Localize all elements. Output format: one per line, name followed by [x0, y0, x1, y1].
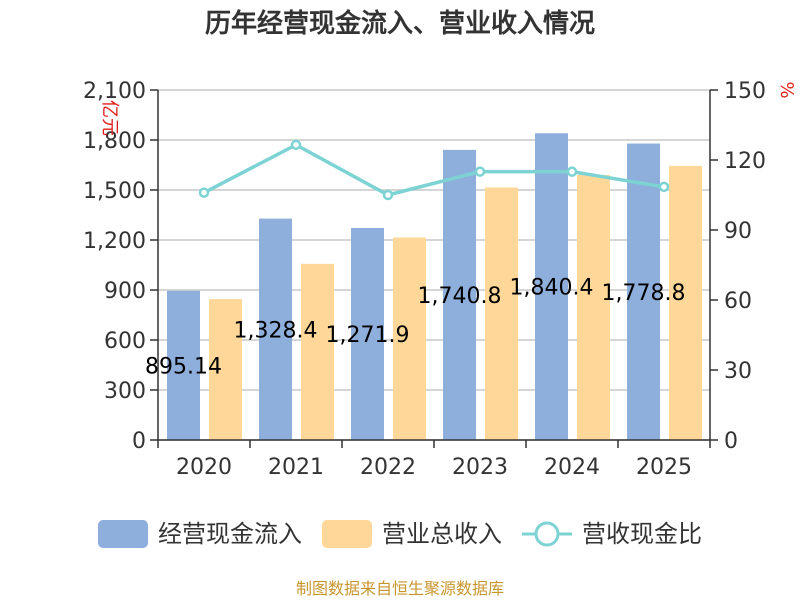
y-right-tick-label: 150: [724, 79, 766, 104]
bar-revenue: [301, 263, 334, 440]
bar-cash-inflow: [259, 218, 292, 440]
data-label: 1,778.8: [602, 281, 686, 306]
legend-label-ratio: 营收现金比: [582, 520, 702, 548]
bar-revenue: [393, 237, 426, 440]
bar-revenue: [577, 175, 610, 440]
y-right-tick-label: 120: [724, 149, 766, 174]
bar-cash-inflow: [627, 143, 660, 441]
line-series: [198, 139, 670, 201]
y-left-tick-label: 900: [104, 279, 146, 304]
y-left-tick-label: 600: [104, 329, 146, 354]
data-label: 895.14: [145, 354, 222, 379]
legend-label-cash-inflow: 经营现金流入: [158, 520, 302, 548]
data-label: 1,328.4: [234, 318, 318, 343]
y-right-tick-label: 90: [724, 219, 752, 244]
y-left-tick-label: 0: [132, 429, 146, 454]
data-label: 1,271.9: [326, 323, 410, 348]
line-ratio: [203, 142, 665, 197]
y-left-tick-label: 1,800: [83, 129, 146, 154]
x-tick-label: 2021: [268, 455, 324, 480]
line-point: [198, 187, 210, 198]
bar-revenue: [485, 187, 518, 440]
bar-revenue: [209, 299, 242, 440]
legend: 经营现金流入 营业总收入 营收现金比: [98, 520, 702, 548]
legend-swatch-revenue: [322, 520, 372, 548]
y-right-tick-label: 0: [724, 429, 738, 454]
legend-swatch-cash-inflow: [98, 520, 148, 548]
bar-cash-inflow: [351, 228, 384, 440]
left-axis-unit: 亿元: [99, 100, 120, 136]
data-labels: 895.14 1,328.4 1,271.9 1,740.8 1,840.4 1,778.…: [145, 276, 685, 380]
x-tick-label: 2023: [452, 455, 508, 480]
chart-title: 历年经营现金流入、营业收入情况: [205, 8, 595, 39]
data-label: 1,840.4: [510, 276, 594, 301]
legend-label-revenue: 营业总收入: [382, 520, 502, 548]
right-axis-unit: %: [776, 81, 797, 98]
line-point: [658, 181, 670, 193]
bar-cash-inflow: [535, 133, 568, 440]
axes: 0 300 600 900 1,200 1,500 1,800 2,100 0 30 60 90 120…: [83, 79, 766, 480]
line-point: [566, 166, 578, 177]
line-point: [382, 189, 394, 201]
data-label: 1,740.8: [418, 284, 502, 309]
y-right-tick-label: 60: [724, 289, 752, 314]
y-left-tick-label: 1,200: [83, 229, 146, 254]
y-left-tick-label: 2,100: [83, 79, 146, 104]
y-left-tick-label: 300: [104, 379, 146, 404]
y-left-tick-label: 1,500: [83, 179, 146, 204]
x-tick-label: 2025: [636, 455, 692, 480]
x-tick-label: 2022: [360, 455, 416, 480]
bar-cash-inflow: [443, 149, 476, 440]
x-tick-label: 2020: [176, 455, 232, 480]
bar-cash-inflow: [167, 290, 200, 440]
grid: [158, 89, 710, 441]
bars: [167, 133, 702, 441]
line-point: [474, 166, 486, 177]
x-tick-label: 2024: [544, 455, 600, 480]
bar-revenue: [669, 165, 702, 441]
legend-swatch-ratio-marker: [534, 521, 560, 547]
line-point: [290, 139, 302, 151]
y-right-tick-label: 30: [724, 359, 752, 384]
source-note: 制图数据来自恒生聚源数据库: [296, 579, 504, 598]
